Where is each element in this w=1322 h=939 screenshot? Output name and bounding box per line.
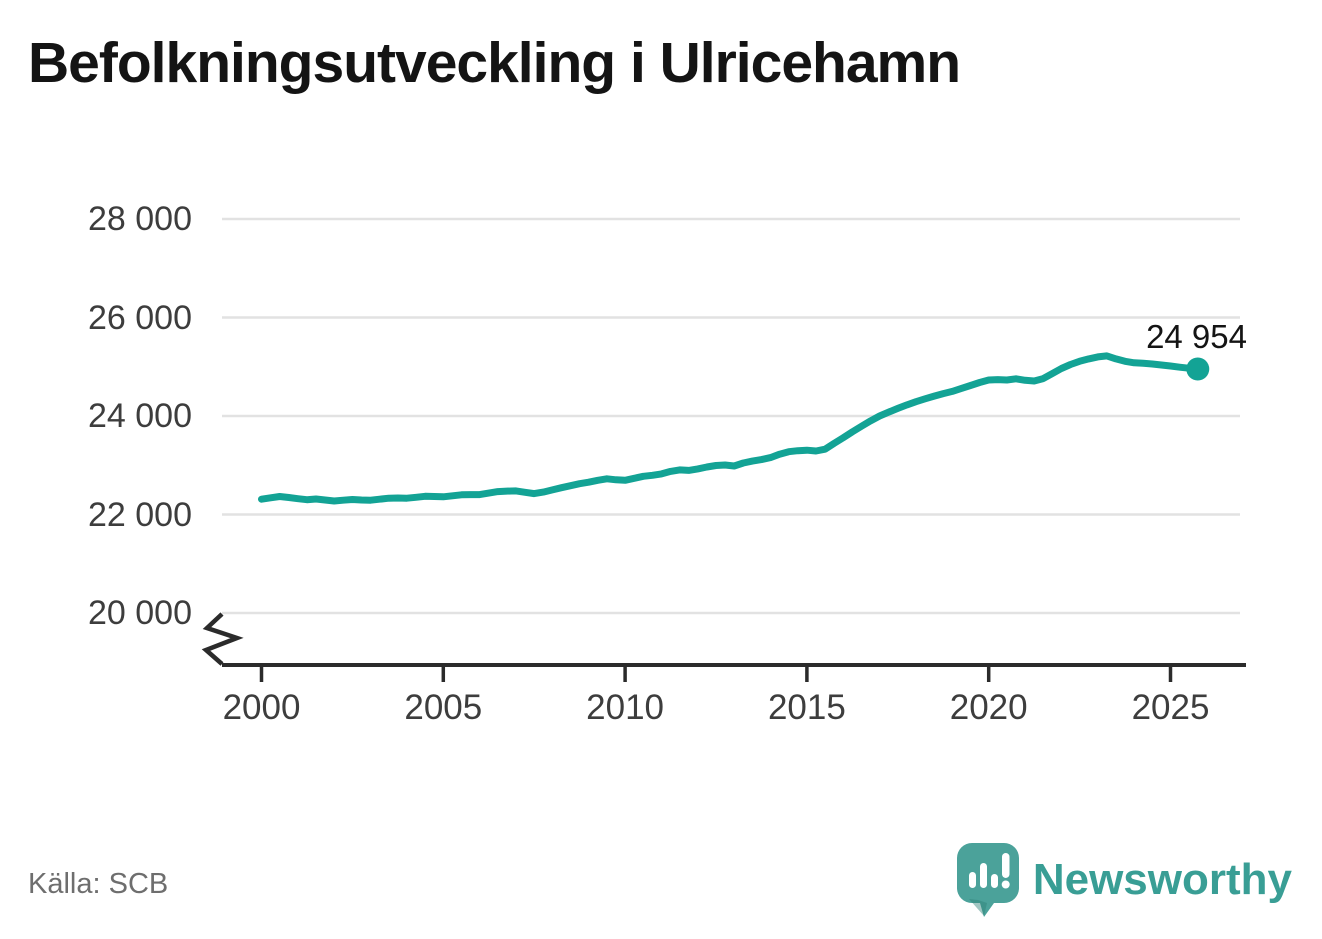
population-line-series (258, 352, 1202, 505)
logo-bar-2 (979, 863, 987, 888)
y-tick-label-24000: 24 000 (88, 397, 192, 435)
logo-bar-3 (990, 874, 998, 888)
newsworthy-logo-icon (956, 843, 1019, 917)
x-tick-label-2025: 2025 (1131, 688, 1210, 727)
source-caption: Källa: SCB (28, 868, 169, 900)
logo-exclamation-dot (1001, 880, 1010, 889)
y-tick-label-26000: 26 000 (88, 298, 192, 337)
logo-bar-1 (968, 872, 976, 888)
logo-exclamation-stem (1001, 853, 1010, 878)
newsworthy-logo-text: Newsworthy (1032, 855, 1292, 904)
last-value-label: 24 954 (1146, 318, 1247, 355)
chart-title: Befolkningsutveckling i Ulricehamn (28, 31, 961, 95)
y-tick-label-22000: 22 000 (88, 495, 192, 534)
newsworthy-logo: Newsworthy (956, 842, 1292, 918)
y-tick-label-28000: 28 000 (88, 200, 192, 238)
x-tick-label-2015: 2015 (767, 688, 846, 727)
y-axis-break-icon (201, 612, 244, 666)
x-tick-label-2020: 2020 (949, 688, 1028, 727)
x-tick-label-2005: 2005 (404, 688, 483, 727)
y-tick-label-20000: 20 000 (88, 594, 192, 632)
last-point-marker (1186, 357, 1210, 381)
x-tick-label-2010: 2010 (586, 688, 665, 727)
x-tick-label-2000: 2000 (222, 688, 301, 727)
